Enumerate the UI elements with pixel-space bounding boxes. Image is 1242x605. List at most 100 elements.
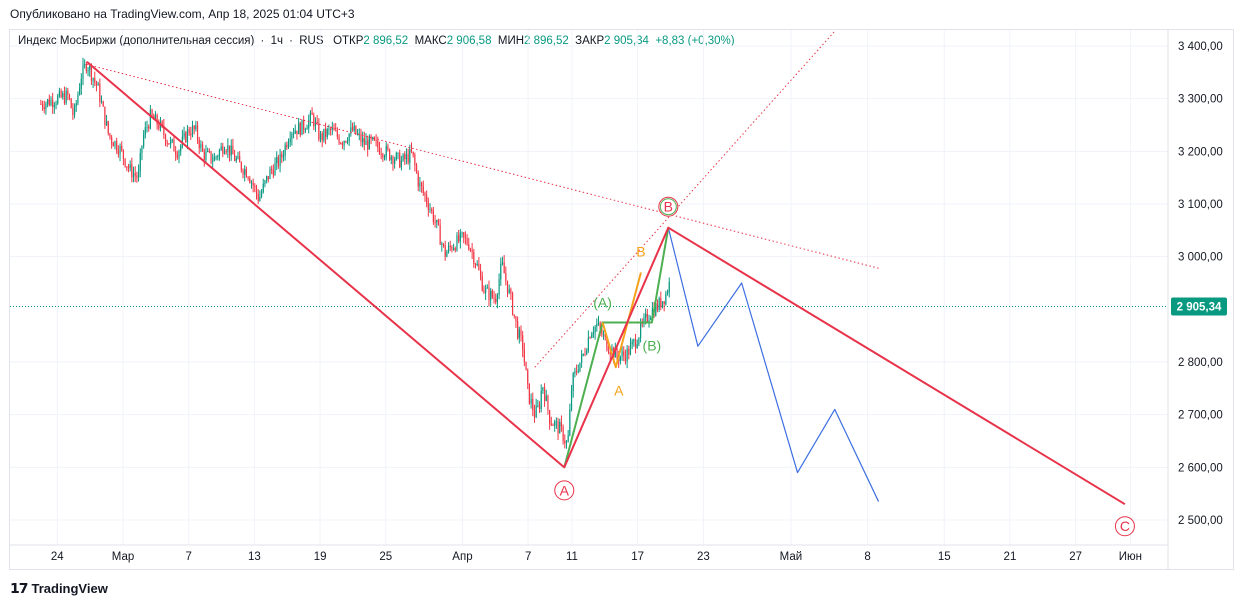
candle-body [360,133,362,143]
candle-body [614,347,616,358]
last-price-badge [1171,297,1227,316]
candle-body [434,221,436,223]
candle-body [346,141,349,143]
candle-body [303,119,305,130]
candle-body [495,298,497,302]
green-wave-label-b: (B) [643,338,662,354]
candle-body [441,243,443,245]
trendlines[interactable] [86,30,879,368]
price-axis[interactable]: 3 400,00 3 300,00 3 200,00 3 100,00 3 000,00… [1167,30,1227,570]
candle-body [319,133,322,140]
candle-body [415,165,418,173]
candle-body [156,114,158,125]
candle-body [447,245,450,252]
candle-body [191,125,194,136]
candle-body [488,287,490,301]
candle-body [345,141,347,143]
candle-body [72,108,74,116]
red-abc-wave [86,61,1126,506]
candle-body [181,136,183,146]
candle-body [390,156,392,160]
candle-body [454,248,456,251]
candle-body [117,150,119,155]
candle-body [242,170,244,175]
candle-body [301,119,303,136]
candle-body [87,69,89,71]
candle-body [223,151,226,154]
candle-body [493,297,495,299]
candle-body [518,329,520,339]
x-tick-label: Май [780,551,803,563]
candle-body [304,129,306,131]
candle-body [326,129,328,137]
candle-body [43,107,45,110]
candle-body [97,83,99,86]
candle-body [200,144,202,149]
candle-body [95,81,98,86]
candle-body [575,370,578,372]
candle-body [545,395,547,401]
candle-body [196,125,199,140]
candle-body [420,182,423,187]
interval-label[interactable]: 1ч [270,35,283,47]
resistance-trendline [86,63,879,269]
candle-body [587,337,589,351]
candle-body [407,154,409,163]
candle-body [131,164,133,178]
x-tick-label: 17 [631,551,644,563]
candle-body [73,105,76,116]
candle-body [643,317,645,324]
candle-body [528,383,531,404]
candle-body [399,152,401,168]
candle-body [602,334,605,336]
candle-body [89,65,91,70]
candle-body [522,335,524,350]
candle-body [262,183,264,193]
red-wave-label-b: B [664,199,673,215]
red-wave-label-c: C [1120,518,1130,534]
candle-body [375,140,377,142]
candle-body [143,134,145,146]
candle-body [500,263,502,280]
channel-trendline [534,30,836,368]
open-label: ОТКР [333,35,364,47]
wave-patterns[interactable] [86,61,1126,506]
candle-body [668,281,670,293]
candle-body [666,292,669,294]
candle-body [92,78,94,81]
candle-body [286,144,288,148]
candle-body [532,399,534,411]
candle-body [240,162,242,171]
candle-body [188,129,190,134]
last-price-label: 2 905,34 [1177,302,1222,314]
candle-body [176,154,178,158]
x-tick-label: Июн [1119,551,1142,563]
candle-body [239,156,241,163]
candle-body [84,64,86,66]
candle-body [616,347,618,357]
candle-body [185,132,187,143]
candle-body [570,390,573,410]
y-tick-label: 3 300,00 [1178,94,1223,106]
candle-body [139,152,141,172]
candle-body [515,316,517,322]
candle-body [60,90,62,98]
candle-body [247,177,249,179]
candle-body [90,65,93,81]
candle-body [424,192,426,196]
y-tick-label: 2 600,00 [1178,462,1223,474]
candle-body [171,139,173,141]
candle-body [67,90,69,95]
y-tick-label: 3 000,00 [1178,252,1223,264]
close-label: ЗАКР [575,35,605,47]
candle-body [550,423,552,425]
chart-pane[interactable] [9,29,1234,570]
candle-body [483,290,485,294]
time-axis[interactable]: 24 Мар 7 13 19 25 Апр 7 11 17 23 Май 8 15 21 27 Июн [10,544,1168,563]
candle-body [485,288,487,294]
symbol-name[interactable]: Индекс МосБиржи (дополнительная сессия) [18,35,255,47]
candle-body [48,99,50,106]
candle-body [351,127,354,131]
candle-body [449,245,451,248]
